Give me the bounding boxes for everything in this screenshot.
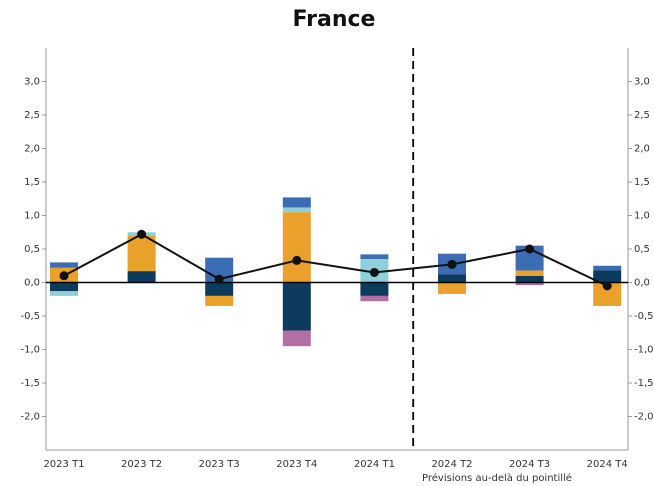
bar-segment [282, 207, 311, 213]
y2-tick-label: 2,5 [634, 110, 650, 121]
y-tick-label: 3,0 [24, 77, 40, 88]
bar-segment [515, 270, 544, 276]
line-point [214, 274, 224, 284]
x-tick-label: 2024 T1 [354, 459, 395, 470]
bar-segment [515, 282, 544, 286]
y2-tick-label: 1,0 [634, 211, 650, 222]
chart-title: France [293, 7, 376, 32]
y2-tick-label: 0,0 [634, 278, 650, 289]
y-tick-label: 0,0 [24, 278, 40, 289]
bar-segment [515, 275, 544, 283]
bar-segment [282, 330, 311, 347]
bar-segment [282, 212, 311, 283]
x-tick-label: 2024 T2 [431, 459, 472, 470]
y2-tick-label: 2,0 [634, 144, 650, 155]
y2-tick-label: 3,0 [634, 77, 650, 88]
bar-segment [205, 282, 234, 296]
line-point [369, 267, 379, 277]
bar-segment [205, 295, 234, 306]
y-tick-label: -1,5 [20, 378, 40, 389]
y2-tick-label: 0,5 [634, 244, 650, 255]
y-tick-label: 2,0 [24, 144, 40, 155]
y2-tick-label: -0,5 [634, 311, 654, 322]
line-point [59, 271, 69, 281]
bar-segment [593, 282, 622, 306]
y-tick-label: 1,5 [24, 177, 40, 188]
line-point [602, 281, 612, 291]
bar-segment [438, 274, 466, 283]
bar-segment [50, 282, 78, 292]
y-tick-label: -1,0 [20, 345, 40, 356]
x-tick-label: 2023 T3 [199, 459, 240, 470]
line-point [525, 244, 535, 254]
bar-segment [282, 197, 311, 208]
y2-tick-label: -1,5 [634, 378, 654, 389]
y-tick-label: -0,5 [20, 311, 40, 322]
y-tick-label: 1,0 [24, 211, 40, 222]
y-tick-label: 0,5 [24, 244, 40, 255]
y2-tick-label: -1,0 [634, 345, 654, 356]
bar-segment [593, 265, 622, 271]
line-point [292, 255, 302, 265]
x-tick-label: 2023 T2 [121, 459, 162, 470]
bar-segment [438, 282, 466, 294]
line-point [137, 229, 147, 239]
x-tick-label: 2023 T1 [43, 459, 84, 470]
x-tick-label: 2024 T4 [587, 459, 628, 470]
bar-segment [127, 235, 156, 272]
y-tick-label: 2,5 [24, 110, 40, 121]
bar-segment [360, 295, 389, 302]
x-tick-label: 2024 T3 [509, 459, 550, 470]
y2-tick-label: 1,5 [634, 177, 650, 188]
x-tick-label: 2023 T4 [276, 459, 317, 470]
bar-segment [50, 291, 78, 296]
bar-segment [50, 262, 78, 268]
line-point [447, 259, 457, 269]
bar-segment [593, 270, 622, 283]
y-tick-label: -2,0 [20, 412, 40, 423]
forecast-note: Prévisions au-delà du pointillé [422, 472, 572, 484]
bar-segment [127, 271, 156, 283]
bar-segment [360, 282, 389, 296]
line-series [63, 233, 608, 287]
bar-segment [282, 282, 311, 331]
bar-segment [360, 254, 389, 260]
y2-tick-label: -2,0 [634, 412, 654, 423]
